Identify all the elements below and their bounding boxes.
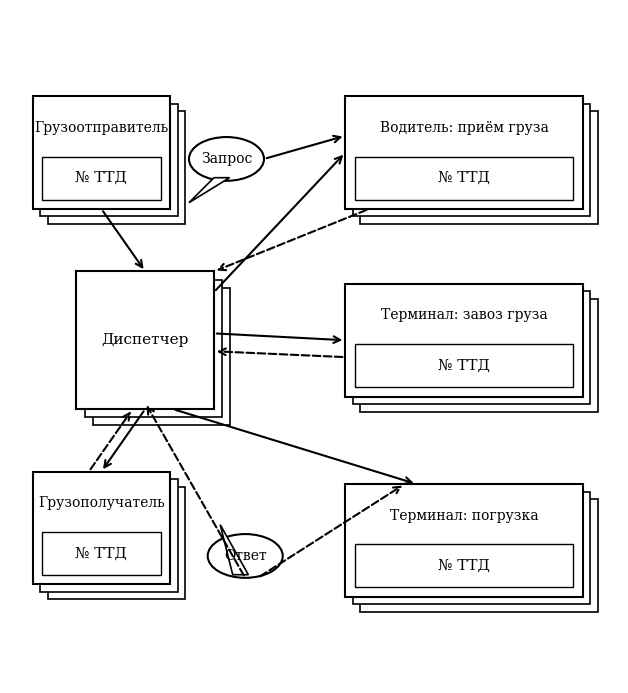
Polygon shape	[220, 525, 248, 574]
Ellipse shape	[189, 137, 264, 181]
Text: Терминал: погрузка: Терминал: погрузка	[390, 509, 538, 523]
FancyBboxPatch shape	[353, 292, 590, 404]
FancyBboxPatch shape	[355, 344, 573, 387]
Text: № ТТД: № ТТД	[75, 546, 127, 561]
Text: № ТТД: № ТТД	[438, 559, 490, 573]
Text: Терминал: завоз груза: Терминал: завоз груза	[381, 308, 548, 322]
FancyBboxPatch shape	[360, 299, 598, 412]
FancyBboxPatch shape	[85, 279, 222, 417]
FancyBboxPatch shape	[353, 104, 590, 216]
FancyBboxPatch shape	[48, 112, 185, 224]
Text: № ТТД: № ТТД	[75, 171, 127, 185]
FancyBboxPatch shape	[77, 272, 214, 409]
FancyBboxPatch shape	[353, 491, 590, 604]
FancyBboxPatch shape	[355, 157, 573, 200]
Text: № ТТД: № ТТД	[438, 171, 490, 185]
FancyBboxPatch shape	[355, 545, 573, 587]
FancyBboxPatch shape	[40, 479, 178, 592]
FancyBboxPatch shape	[93, 288, 230, 426]
FancyBboxPatch shape	[40, 104, 178, 216]
Text: № ТТД: № ТТД	[438, 359, 490, 373]
Text: Диспетчер: Диспетчер	[102, 333, 189, 347]
FancyBboxPatch shape	[345, 96, 583, 209]
Text: Запрос: Запрос	[201, 152, 252, 166]
FancyBboxPatch shape	[42, 532, 161, 574]
FancyBboxPatch shape	[42, 157, 161, 200]
Text: Водитель: приём груза: Водитель: приём груза	[379, 121, 548, 135]
Polygon shape	[189, 177, 230, 202]
Text: Ответ: Ответ	[224, 549, 266, 563]
FancyBboxPatch shape	[48, 486, 185, 599]
Text: Грузоотправитель: Грузоотправитель	[35, 121, 168, 135]
FancyBboxPatch shape	[345, 284, 583, 396]
FancyBboxPatch shape	[360, 499, 598, 612]
FancyBboxPatch shape	[345, 484, 583, 597]
FancyBboxPatch shape	[33, 96, 170, 209]
Ellipse shape	[208, 534, 283, 578]
FancyBboxPatch shape	[33, 471, 170, 584]
Text: Грузополучатель: Грузополучатель	[38, 496, 165, 510]
FancyBboxPatch shape	[360, 112, 598, 224]
